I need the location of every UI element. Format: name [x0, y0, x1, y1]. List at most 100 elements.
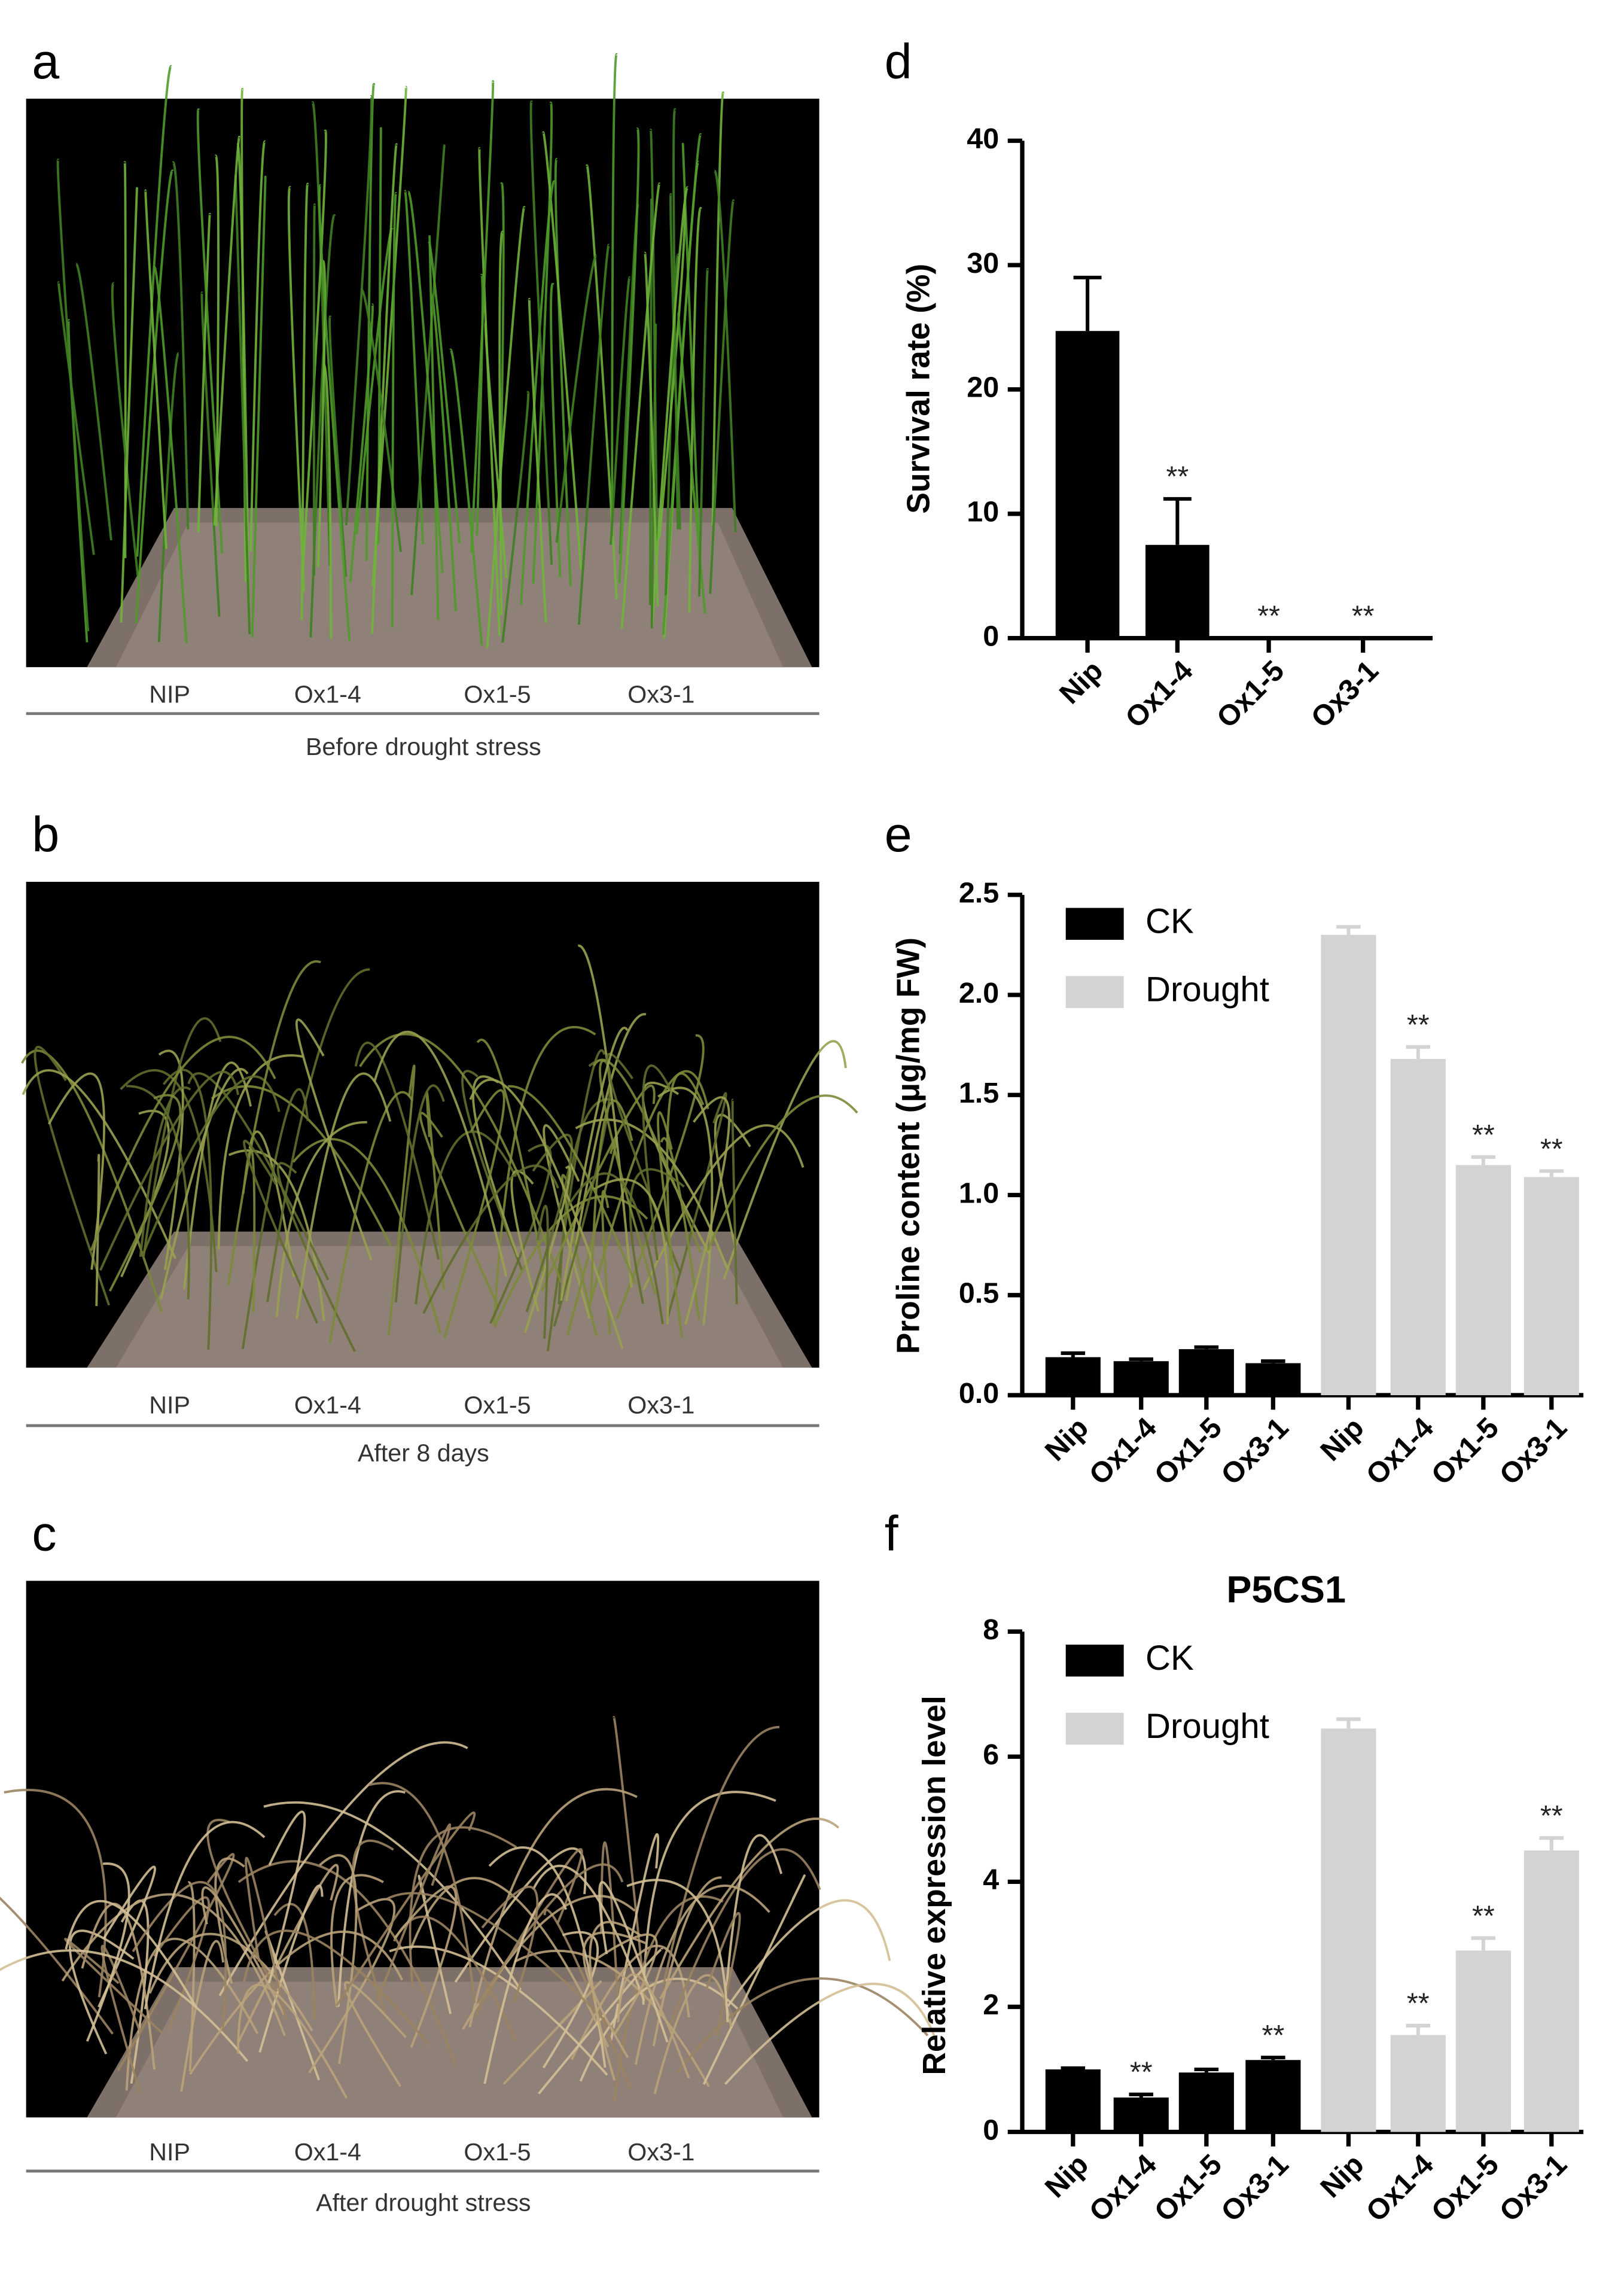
plant-leaf: [662, 133, 702, 635]
x-tick-label: Ox1-4: [1360, 2148, 1440, 2228]
group-label: Ox3-1: [627, 681, 694, 708]
plant-leaf: [498, 182, 505, 541]
plant-leaf: [702, 1874, 806, 2085]
x-tick-label: Ox1-5: [1211, 655, 1290, 734]
plant-leaf: [666, 1072, 705, 1266]
plant-leaf: [343, 1981, 407, 2087]
legend-swatch: [1065, 1645, 1124, 1677]
plant-leaf: [377, 127, 382, 544]
y-tick-label: 10: [967, 496, 999, 528]
x-tick-label: Ox1-5: [1148, 1411, 1228, 1491]
group-label: Ox3-1: [627, 2138, 694, 2166]
plant-leaf: [478, 147, 501, 637]
plant-leaf: [660, 1137, 700, 1320]
error-bar: [1073, 275, 1102, 331]
plant-leaf: [598, 1881, 669, 2043]
plant-leaf: [510, 1170, 540, 1312]
plant-leaf: [227, 960, 321, 1286]
plant-leaf: [295, 1018, 373, 1261]
bar: [1390, 2035, 1446, 2132]
plant-leaf: [287, 186, 306, 592]
error-bar: [1261, 2056, 1285, 2060]
plant-leaf: [409, 1877, 610, 2048]
plant-leaf: [672, 108, 680, 529]
plant-leaf: [200, 291, 221, 617]
plant-leaf: [593, 1178, 669, 1325]
plant-leaf: [368, 1782, 476, 2004]
plant-leaf: [409, 1826, 517, 1988]
plant-leaf: [476, 273, 484, 536]
plant-leaf: [652, 1876, 722, 2047]
plant-leaf: [532, 1864, 645, 2001]
plant-leaf: [483, 1893, 568, 2084]
bar: [1113, 1361, 1169, 1396]
significance-mark: **: [1472, 1119, 1495, 1151]
plant-leaf: [629, 1168, 685, 1304]
plant-leaf: [476, 1039, 546, 1277]
plant-leaf: [529, 100, 553, 565]
plant-leaf: [243, 1139, 319, 1324]
bar: [1455, 1950, 1511, 2132]
plant-leaf: [275, 1121, 367, 1317]
plant-leaf: [144, 189, 167, 549]
plant-leaf: [590, 1100, 633, 1301]
plant-leaf: [681, 142, 702, 574]
x-tick-label: Nip: [1053, 655, 1109, 710]
plant-leaf: [709, 199, 735, 594]
plant-leaf: [316, 260, 327, 568]
plant-leaf: [659, 1818, 840, 1999]
plant-leaf: [706, 1094, 858, 1251]
y-tick-label: 30: [967, 247, 999, 279]
plant-leaf: [586, 164, 618, 600]
bar: [1321, 1728, 1376, 2132]
x-tick-label: Ox3-1: [1305, 655, 1384, 734]
x-tick-label: Ox3-1: [1215, 2148, 1294, 2228]
legend-label: CK: [1145, 1639, 1194, 1678]
plant-leaf: [566, 1136, 618, 1336]
plant-leaf: [611, 53, 618, 537]
error-bar: [1061, 1351, 1086, 1357]
plant-leaf: [714, 1113, 751, 1251]
plant-leaf: [172, 161, 190, 529]
plant-leaf: [684, 1096, 731, 1325]
plant-leaf: [213, 135, 241, 526]
plant-leaf: [470, 80, 495, 553]
y-tick-label: 4: [983, 1864, 999, 1896]
plant-leaf: [536, 1204, 549, 1339]
plant-leaf: [393, 1885, 458, 2048]
photo-caption: Before drought stress: [306, 733, 541, 760]
y-tick-label: 2.5: [959, 877, 999, 909]
plant-leaf: [22, 1069, 176, 1259]
plant-leaf: [555, 254, 598, 543]
significance-mark: **: [1407, 1009, 1430, 1041]
plant-leaf: [589, 1920, 641, 2081]
plant-leaf: [651, 186, 689, 626]
plant-leaf: [538, 1948, 663, 2095]
legend-swatch: [1065, 908, 1124, 940]
plant-leaf: [394, 1084, 445, 1303]
error-bar: [1336, 1717, 1361, 1729]
y-tick-label: 0: [983, 2114, 999, 2146]
plant-leaf: [546, 1049, 606, 1351]
plant-leaf: [520, 180, 556, 605]
plant-leaf: [354, 1042, 440, 1260]
bar: [1055, 331, 1120, 638]
significance-mark: **: [1352, 600, 1375, 632]
bar: [1390, 1059, 1446, 1396]
plant-leaf: [391, 192, 398, 628]
x-tick-label: Ox1-5: [1425, 2148, 1505, 2228]
plant-leaf: [620, 182, 661, 629]
x-tick-label: Ox1-5: [1148, 2148, 1228, 2228]
error-bar: [1471, 1936, 1496, 1951]
plant-leaf: [328, 315, 348, 577]
plant-leaf: [120, 187, 138, 623]
y-axis-label: Survival rate (%): [901, 264, 936, 514]
plant-leaf: [217, 1054, 304, 1250]
plant-leaf: [610, 276, 631, 545]
plant-leaf: [312, 203, 316, 576]
legend-label: Drought: [1145, 970, 1269, 1009]
plant-leaf: [449, 348, 483, 646]
plant-leaf: [144, 1821, 266, 2010]
plant-leaf: [359, 1033, 562, 1283]
plant-leaf: [182, 1061, 252, 1290]
